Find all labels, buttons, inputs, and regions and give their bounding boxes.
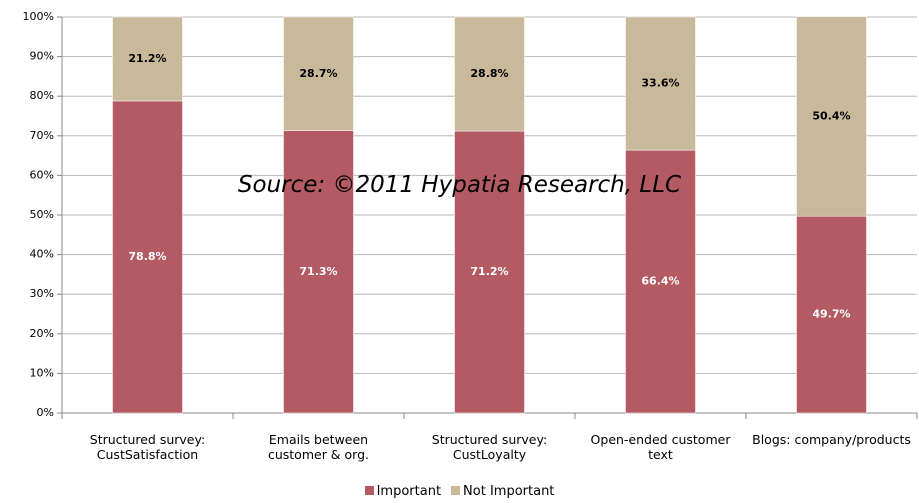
y-tick-label: 60% bbox=[30, 168, 54, 181]
x-tick-label: Structured survey: CustSatisfaction bbox=[89, 432, 206, 462]
x-tick-label: Blogs: company/products bbox=[752, 432, 911, 447]
legend-item: Not Important bbox=[451, 484, 554, 499]
data-label: 28.8% bbox=[470, 67, 508, 80]
x-tick-label: Open-ended customer text bbox=[590, 432, 731, 462]
bar-segment bbox=[796, 16, 867, 217]
data-label: 21.2% bbox=[128, 52, 166, 65]
legend-swatch bbox=[451, 486, 461, 495]
legend-label: Important bbox=[376, 484, 442, 499]
y-tick-label: 90% bbox=[30, 50, 54, 63]
y-tick-label: 10% bbox=[30, 366, 54, 379]
bar-segment bbox=[283, 16, 354, 131]
y-tick-label: 40% bbox=[30, 248, 54, 261]
y-tick-label: 0% bbox=[37, 406, 54, 419]
data-label: 28.7% bbox=[299, 67, 337, 80]
y-tick-label: 50% bbox=[30, 208, 54, 221]
y-tick-label: 100% bbox=[23, 10, 54, 23]
data-label: 71.3% bbox=[299, 265, 337, 278]
data-label: 66.4% bbox=[641, 275, 679, 288]
y-tick-label: 20% bbox=[30, 327, 54, 340]
bar-segment bbox=[454, 16, 525, 132]
annotation: Source: ©2011 Hypatia Research, LLC bbox=[237, 172, 682, 198]
bar-segment bbox=[625, 149, 696, 414]
legend-swatch bbox=[364, 486, 374, 495]
y-tick-label: 70% bbox=[30, 129, 54, 142]
y-tick-label: 30% bbox=[30, 287, 54, 300]
bar-segment bbox=[625, 16, 696, 151]
x-tick-label: Emails between customer & org. bbox=[267, 432, 370, 462]
data-label: 49.7% bbox=[812, 308, 850, 321]
data-label: 50.4% bbox=[812, 109, 850, 122]
legend-label: Not Important bbox=[463, 484, 555, 499]
legend: Important Not Important bbox=[0, 484, 919, 499]
data-label: 71.2% bbox=[470, 265, 508, 278]
y-tick-label: 80% bbox=[30, 89, 54, 102]
data-label: 78.8% bbox=[128, 250, 166, 263]
bar-segment bbox=[454, 130, 525, 414]
bar-segment bbox=[112, 16, 183, 102]
data-label: 33.6% bbox=[641, 77, 679, 90]
x-tick-label: Structured survey: CustLoyalty bbox=[431, 432, 548, 462]
bar-segment bbox=[283, 130, 354, 414]
bar-segment bbox=[112, 100, 183, 414]
legend-item: Important bbox=[364, 484, 442, 499]
